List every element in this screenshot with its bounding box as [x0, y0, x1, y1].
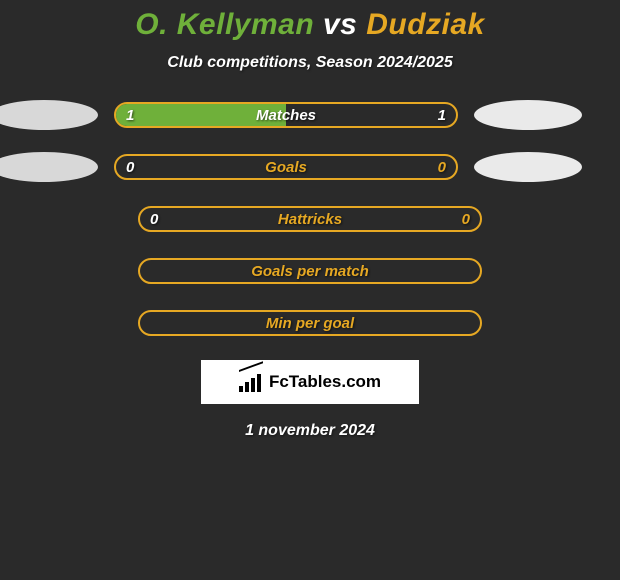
comparison-widget: O. Kellyman vs Dudziak Club competitions… [0, 0, 620, 440]
stat-row: 0 Hattricks 0 [0, 204, 620, 234]
fctables-logo[interactable]: FcTables.com [201, 360, 419, 404]
stat-label: Matches [256, 107, 316, 124]
player-photo-right [474, 100, 582, 130]
date-label: 1 november 2024 [0, 422, 620, 440]
stat-row: 0 Goals 0 [0, 152, 620, 182]
player2-name: Dudziak [366, 8, 485, 41]
stat-label: Goals [265, 159, 307, 176]
page-title: O. Kellyman vs Dudziak [0, 8, 620, 42]
stat-label: Goals per match [251, 263, 369, 280]
subtitle: Club competitions, Season 2024/2025 [0, 54, 620, 72]
logo-text: FcTables.com [269, 372, 381, 392]
stat-value-left: 1 [126, 107, 134, 124]
stat-label: Hattricks [278, 211, 342, 228]
vs-text: vs [323, 8, 357, 41]
player1-name: O. Kellyman [135, 8, 314, 41]
stats-list: 1 Matches 1 0 Goals 0 0 Hattricks 0 Goals per mat… [0, 100, 620, 338]
stat-value-left: 0 [150, 211, 158, 228]
stat-value-right: 1 [438, 107, 446, 124]
stat-bar: Goals per match [138, 258, 482, 284]
player-photo-right [474, 152, 582, 182]
stat-label: Min per goal [266, 315, 354, 332]
stat-row: Min per goal [0, 308, 620, 338]
chart-icon [239, 372, 263, 392]
stat-bar: 1 Matches 1 [114, 102, 458, 128]
stat-value-right: 0 [438, 159, 446, 176]
player-photo-left [0, 100, 98, 130]
player-photo-left [0, 152, 98, 182]
stat-bar: Min per goal [138, 310, 482, 336]
stat-bar: 0 Hattricks 0 [138, 206, 482, 232]
stat-row: Goals per match [0, 256, 620, 286]
stat-row: 1 Matches 1 [0, 100, 620, 130]
stat-bar: 0 Goals 0 [114, 154, 458, 180]
stat-value-left: 0 [126, 159, 134, 176]
stat-value-right: 0 [462, 211, 470, 228]
